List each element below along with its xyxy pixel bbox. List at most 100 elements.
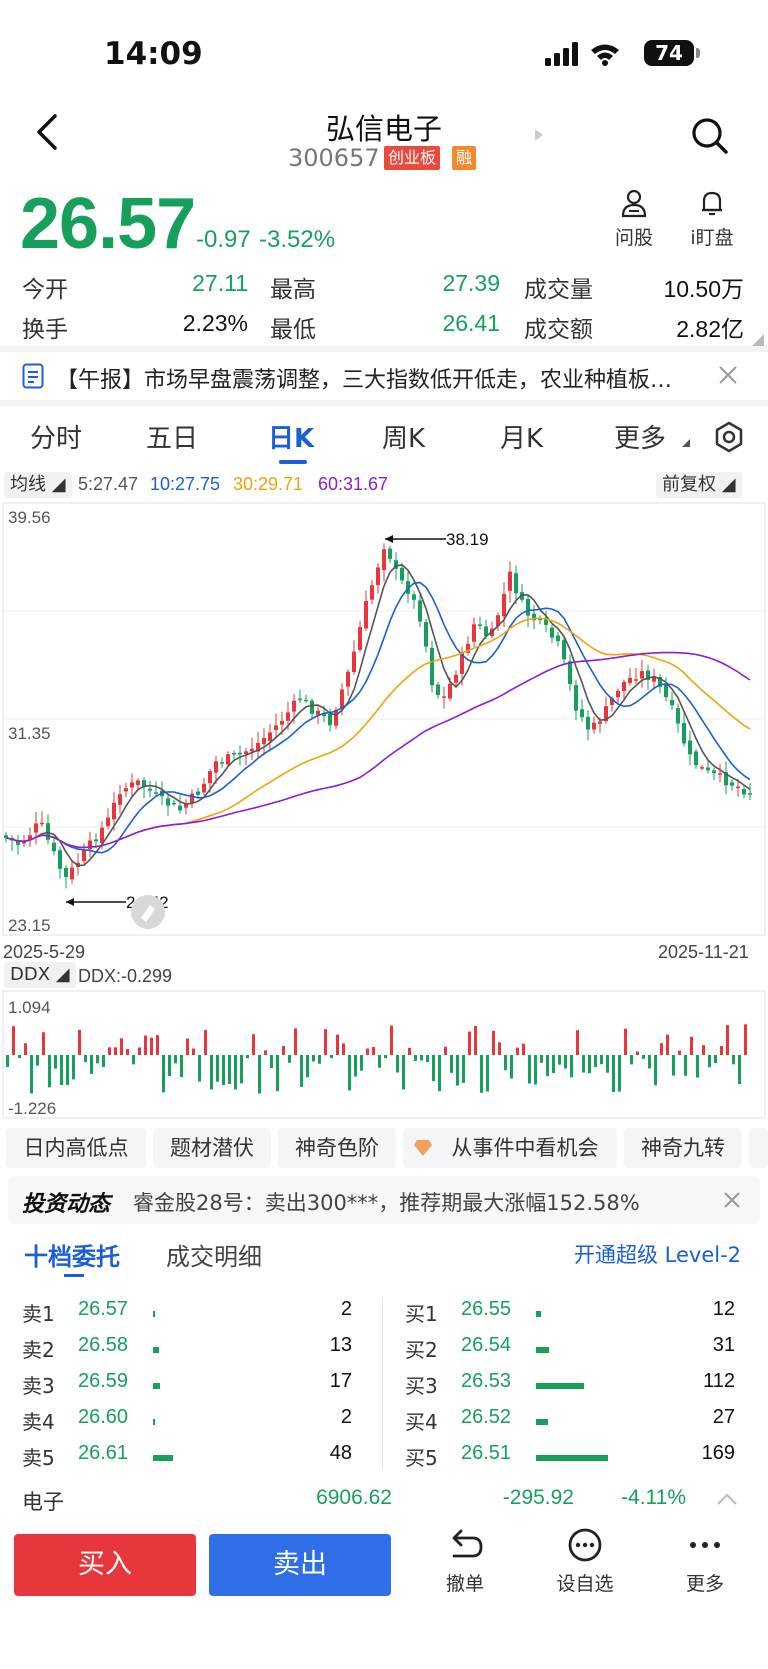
ddx-bar [132,1055,135,1065]
candle-body [22,841,26,844]
ddx-chart[interactable]: 1.094 -1.226 [0,990,768,1120]
feature-nine-turn[interactable]: 神奇九转 [624,1128,742,1168]
sell-button[interactable]: 卖出 [209,1534,391,1596]
candle-body [328,714,332,726]
ddx-selector[interactable]: DDX ◢ [4,962,76,988]
ask-row-3[interactable]: 卖3 26.59 17 [22,1370,362,1402]
ddx-bar [168,1055,171,1077]
feature-event[interactable]: 从事件中看机会 [403,1128,617,1168]
candle-body [28,835,32,840]
ma-selector[interactable]: 均线 ◢ [4,472,72,498]
tab-daily-k[interactable]: 日K [268,424,315,454]
ddx-bar [60,1055,63,1086]
ddx-bar [744,1024,747,1055]
tab-more[interactable]: 更多 [614,424,667,454]
more-corner-icon [682,439,690,447]
feature-color-scale[interactable]: 神奇色阶 [278,1128,396,1168]
ddx-bar [732,1055,735,1065]
tab-five-day[interactable]: 五日 [146,424,199,454]
home-area [0,1628,768,1669]
candle-body [628,677,632,684]
ask-volume: 2 [340,1406,352,1428]
close-icon[interactable] [723,1191,741,1209]
more-button[interactable]: 更多 [665,1528,745,1596]
back-icon[interactable] [36,114,58,150]
search-icon[interactable] [691,117,729,155]
add-watchlist-button[interactable]: 设自选 [545,1528,625,1596]
ddx-bar [654,1055,657,1086]
ddx-bar [198,1055,201,1082]
feature-more[interactable] [749,1128,768,1168]
settings-icon[interactable] [713,421,745,453]
chat-dots-icon [568,1528,602,1562]
level2-link[interactable]: 开通超级 Level-2 [574,1243,742,1267]
ddx-bar [210,1055,213,1090]
ddx-bar [336,1034,339,1055]
ddx-bottom: -1.226 [8,1099,56,1118]
feature-theme[interactable]: 题材潜伏 [153,1128,271,1168]
feature-intraday-hilo[interactable]: 日内高低点 [6,1128,146,1168]
ddx-bar [366,1048,369,1055]
candle-body [256,742,260,752]
more-dots-icon [690,1542,720,1548]
chevron-up-icon[interactable] [716,1492,738,1506]
candle-body [112,802,116,820]
bid-row-1[interactable]: 买1 26.55 12 [405,1298,745,1330]
ask-row-4[interactable]: 卖4 26.60 2 [22,1406,362,1438]
divider [0,346,768,352]
ask-row-2[interactable]: 卖2 26.58 13 [22,1334,362,1366]
ddx-bar [426,1055,429,1063]
ask-price: 26.60 [78,1406,129,1428]
candle-body [466,643,470,653]
bid-volume-bar [536,1383,584,1389]
tab-monthly-k[interactable]: 月K [500,424,544,454]
candle-body [166,798,170,806]
ddx-selector-label: DDX [10,964,51,985]
candle-body [244,751,248,754]
buy-button[interactable]: 买入 [14,1534,196,1596]
ddx-bar [162,1055,165,1093]
tab-trade-detail[interactable]: 成交明细 [166,1243,262,1271]
ask-row-5[interactable]: 卖5 26.61 48 [22,1442,362,1474]
tab-weekly-k[interactable]: 周K [382,424,426,454]
candle-body [514,573,518,594]
candle-body [676,708,680,724]
ddx-bar [708,1055,711,1068]
watch-button[interactable]: i盯盘 [677,188,747,250]
candle-body [556,635,560,642]
ddx-bar [624,1028,627,1055]
ddx-value: DDX:-0.299 [78,966,173,986]
ddx-bar [408,1047,411,1055]
ask-stock-button[interactable]: 问股 [599,188,669,250]
adjust-selector[interactable]: 前复权 ◢ [656,472,742,498]
sector-row[interactable]: 电子 6906.62 -295.92 -4.11% [0,1486,768,1520]
ask-row-1[interactable]: 卖1 26.57 2 [22,1298,362,1330]
ddx-bar [204,1029,207,1055]
invest-news[interactable]: 投资动态 睿金股28号：卖出300***，推荐期最大涨幅152.58% [8,1176,760,1224]
candle-body [238,752,242,755]
candle-body [592,722,596,730]
candle-body [34,823,38,833]
bid-row-3[interactable]: 买3 26.53 112 [405,1370,745,1402]
candle-body [286,712,290,721]
expand-corner-icon[interactable] [752,334,764,346]
invest-text: 睿金股28号：卖出300***，推荐期最大涨幅152.58% [133,1191,640,1215]
candle-body [508,571,512,591]
bid-row-4[interactable]: 买4 26.52 27 [405,1406,745,1438]
kline-chart[interactable]: 39.56 31.35 23.15 38.19 24.52 [0,500,768,940]
bid-row-2[interactable]: 买2 26.54 31 [405,1334,745,1366]
candle-body [610,698,614,705]
close-icon[interactable] [718,365,738,385]
ask-level-label: 卖3 [22,1374,55,1398]
bid-volume: 31 [712,1334,735,1356]
next-stock-icon[interactable] [534,128,544,142]
diamond-icon [414,1140,432,1156]
ddx-bar [72,1055,75,1080]
ask-price: 26.59 [78,1370,129,1392]
tab-intraday[interactable]: 分时 [30,424,83,454]
ask-volume-bar [153,1383,160,1389]
news-banner[interactable]: 【午报】市场早盘震荡调整，三大指数低开低走，农业种植板… [0,352,768,400]
tab-order-book[interactable]: 十档委托 [24,1243,120,1271]
bid-row-5[interactable]: 买5 26.51 169 [405,1442,745,1474]
cancel-order-button[interactable]: 撤单 [425,1528,505,1596]
